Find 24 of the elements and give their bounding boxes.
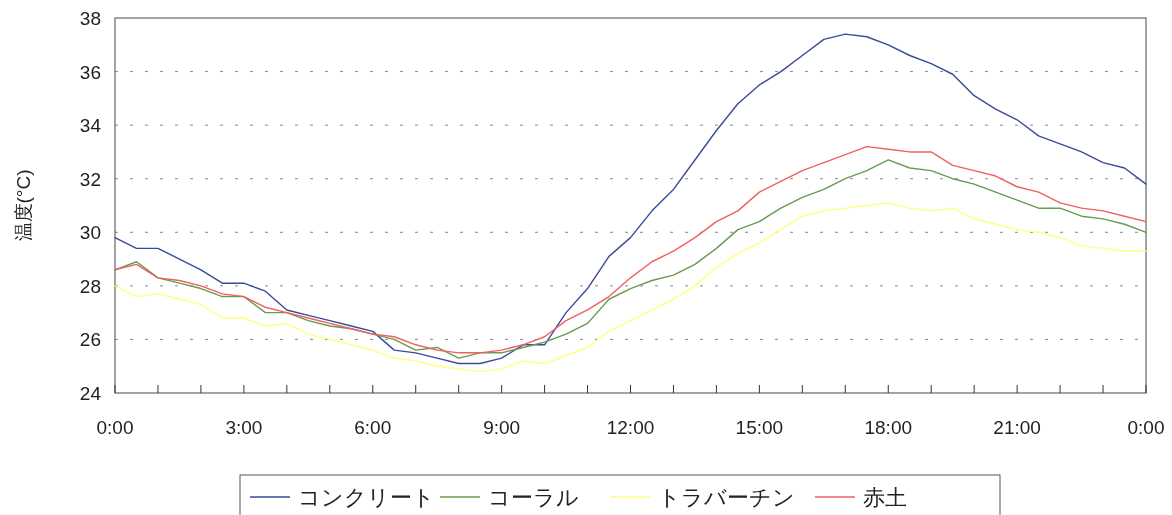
y-tick-label: 34 (79, 115, 102, 137)
legend-label: トラバーチン (658, 485, 795, 510)
y-tick-label: 24 (79, 383, 102, 404)
legend-label: コーラル (488, 485, 579, 510)
y-tick-label: 38 (79, 8, 101, 29)
x-tick-label: 18:00 (864, 417, 913, 438)
y-tick-label: 30 (79, 222, 101, 244)
x-tick-label: 12:00 (606, 417, 655, 438)
x-tick-label: 21:00 (993, 417, 1041, 438)
line-series (114, 33, 1147, 365)
x-tick-label: 0:00 (1127, 417, 1165, 438)
legend-label: コンクリート (298, 485, 435, 510)
x-tick-label: 6:00 (354, 417, 392, 438)
legend-label: 赤土 (863, 485, 907, 510)
y-tick-label: 36 (79, 61, 101, 83)
y-tick-label: 28 (79, 275, 101, 297)
line-series (114, 202, 1147, 373)
x-tick-label: 9:00 (483, 417, 521, 438)
x-tick-label: 15:00 (735, 417, 784, 438)
x-tick-label: 0:00 (96, 417, 134, 438)
y-axis-title: 温度(°C) (13, 169, 34, 242)
x-tick-label: 3:00 (225, 417, 263, 438)
y-tick-label: 32 (79, 168, 101, 190)
y-tick-label: 26 (79, 329, 101, 351)
